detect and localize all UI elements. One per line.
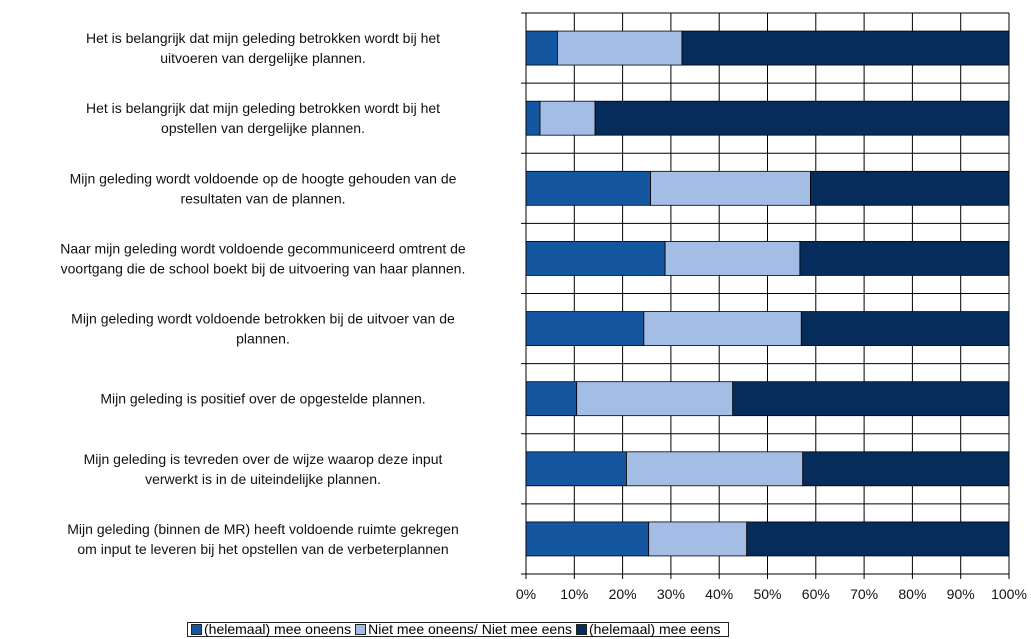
bar-segment <box>594 100 1010 136</box>
category-label: Het is belangrijk dat mijn geleding betr… <box>86 30 440 66</box>
bar-segment <box>664 241 801 276</box>
legend-label: Niet mee oneens/ Niet mee eens <box>368 621 572 637</box>
x-tick-label: 100% <box>991 586 1027 602</box>
bar-segment <box>802 451 1010 487</box>
bar-segment <box>525 521 650 557</box>
bar-segment <box>576 381 734 417</box>
x-tick-label: 70% <box>850 586 878 602</box>
category-label: Het is belangrijk dat mijn geleding betr… <box>86 100 440 136</box>
bar-segment <box>525 100 541 136</box>
legend-swatch <box>191 624 202 635</box>
bar-segment <box>732 381 1010 417</box>
legend-label: (helemaal) mee oneens <box>204 621 352 637</box>
bar-segment <box>525 381 578 417</box>
category-label: Mijn geleding (binnen de MR) heeft voldo… <box>67 521 458 557</box>
legend-item: Niet mee oneens/ Niet mee eens <box>355 621 572 637</box>
x-tick-label: 20% <box>609 586 637 602</box>
legend-swatch <box>355 624 367 635</box>
bar-segment <box>799 241 1010 276</box>
legend-swatch <box>575 624 587 635</box>
legend-label: (helemaal) mee eens <box>588 621 721 637</box>
bar-segment <box>525 311 645 346</box>
x-tick-label: 30% <box>657 586 685 602</box>
bar-segment <box>525 30 558 66</box>
x-tick-label: 90% <box>947 586 975 602</box>
legend-item: (helemaal) mee eens <box>575 621 721 637</box>
category-label: Mijn geleding wordt voldoende op de hoog… <box>70 170 457 206</box>
bar-segment <box>525 451 627 487</box>
legend: (helemaal) mee oneens Niet mee oneens/ Ni… <box>187 622 729 637</box>
bar-segment <box>643 311 802 346</box>
x-tick-label: 60% <box>802 586 830 602</box>
bar-segment <box>525 241 666 276</box>
bar-segment <box>810 170 1010 206</box>
x-tick-label: 50% <box>753 586 781 602</box>
x-tick-label: 40% <box>705 586 733 602</box>
x-tick-label: 10% <box>560 586 588 602</box>
bar-segment <box>746 521 1010 557</box>
x-tick-label: 0% <box>516 586 536 602</box>
bar-segment <box>556 30 683 66</box>
legend-item: (helemaal) mee oneens <box>191 621 352 637</box>
x-tick-label: 80% <box>898 586 926 602</box>
bar-segment <box>800 311 1010 346</box>
bar-segment <box>539 100 596 136</box>
bar-segment <box>648 521 748 557</box>
category-label: Mijn geleding is positief over de opgest… <box>100 391 425 407</box>
bar-segment <box>525 170 652 206</box>
category-label: Mijn geleding wordt voldoende betrokken … <box>71 311 455 347</box>
category-label: Mijn geleding is tevreden over de wijze … <box>84 451 443 487</box>
bar-segment <box>626 451 804 487</box>
bar-segment <box>650 170 811 206</box>
category-label: Naar mijn geleding wordt voldoende gecom… <box>60 240 466 276</box>
chart-canvas: 0% 10% 20% 30% 40% 50% 60% 70% 80% 90% 100% Het is … <box>60 12 1027 602</box>
bar-segment <box>681 30 1010 66</box>
